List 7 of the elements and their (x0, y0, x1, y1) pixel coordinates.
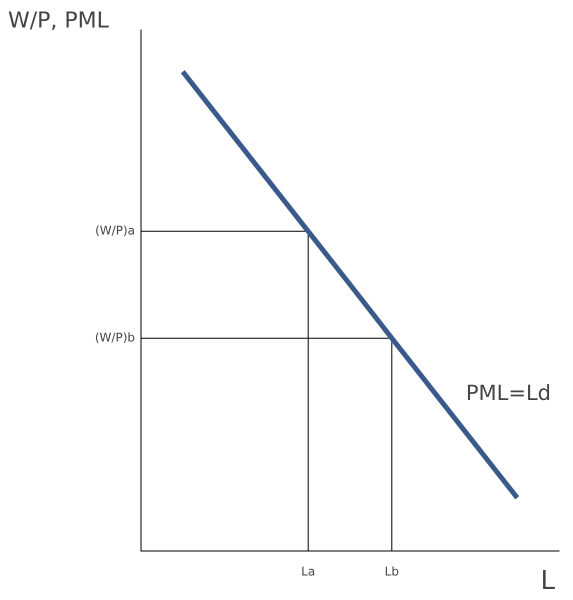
y-axis-title: W/P, PML (8, 8, 110, 34)
annotation: PML=Ld (466, 381, 551, 406)
x-tick-label: Lb (384, 564, 399, 578)
x-axis-title: L (540, 566, 556, 596)
x-tick-label: La (301, 564, 316, 578)
ref-line-label: (W/P)b (94, 330, 135, 344)
ref-line-label: (W/P)a (95, 223, 135, 238)
